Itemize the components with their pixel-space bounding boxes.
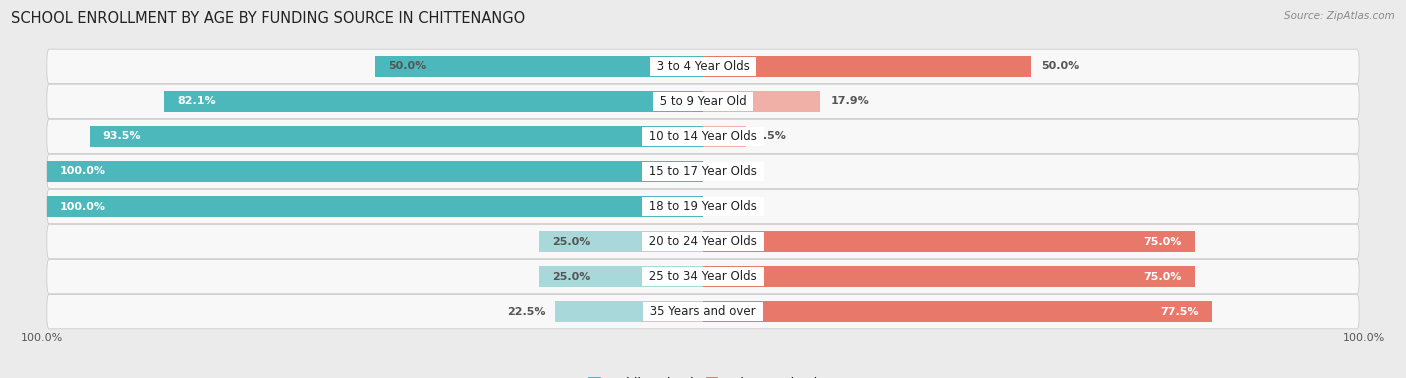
Bar bbox=[703, 56, 1031, 77]
Text: 25.0%: 25.0% bbox=[553, 271, 591, 282]
Text: 77.5%: 77.5% bbox=[1160, 307, 1198, 317]
Text: 75.0%: 75.0% bbox=[1143, 271, 1182, 282]
Text: 17.9%: 17.9% bbox=[831, 96, 869, 107]
Bar bbox=[703, 91, 821, 112]
Text: 100.0%: 100.0% bbox=[60, 201, 105, 212]
FancyBboxPatch shape bbox=[46, 294, 1360, 329]
FancyBboxPatch shape bbox=[46, 84, 1360, 119]
Text: 6.5%: 6.5% bbox=[755, 132, 786, 141]
Text: 100.0%: 100.0% bbox=[60, 166, 105, 177]
Legend: Public School, Private School: Public School, Private School bbox=[588, 376, 818, 378]
Text: 82.1%: 82.1% bbox=[177, 96, 217, 107]
FancyBboxPatch shape bbox=[46, 49, 1360, 84]
Text: 22.5%: 22.5% bbox=[508, 307, 546, 317]
Text: 0.0%: 0.0% bbox=[716, 201, 747, 212]
Bar bbox=[703, 126, 745, 147]
Text: 5 to 9 Year Old: 5 to 9 Year Old bbox=[655, 95, 751, 108]
Text: 15 to 17 Year Olds: 15 to 17 Year Olds bbox=[645, 165, 761, 178]
Bar bbox=[703, 301, 1212, 322]
FancyBboxPatch shape bbox=[46, 225, 1360, 259]
Text: 75.0%: 75.0% bbox=[1143, 237, 1182, 246]
FancyBboxPatch shape bbox=[46, 154, 1360, 189]
Bar bbox=[165, 91, 703, 112]
Text: Source: ZipAtlas.com: Source: ZipAtlas.com bbox=[1284, 11, 1395, 21]
FancyBboxPatch shape bbox=[46, 259, 1360, 294]
Text: 100.0%: 100.0% bbox=[21, 333, 63, 343]
Text: 25.0%: 25.0% bbox=[553, 237, 591, 246]
Bar bbox=[703, 266, 1195, 287]
Text: 50.0%: 50.0% bbox=[1040, 61, 1080, 71]
Text: 100.0%: 100.0% bbox=[1343, 333, 1385, 343]
Text: 25 to 34 Year Olds: 25 to 34 Year Olds bbox=[645, 270, 761, 283]
Bar bbox=[703, 231, 1195, 252]
Text: 93.5%: 93.5% bbox=[103, 132, 141, 141]
Text: SCHOOL ENROLLMENT BY AGE BY FUNDING SOURCE IN CHITTENANGO: SCHOOL ENROLLMENT BY AGE BY FUNDING SOUR… bbox=[11, 11, 526, 26]
FancyBboxPatch shape bbox=[46, 119, 1360, 153]
Bar bbox=[375, 56, 703, 77]
Text: 3 to 4 Year Olds: 3 to 4 Year Olds bbox=[652, 60, 754, 73]
Text: 18 to 19 Year Olds: 18 to 19 Year Olds bbox=[645, 200, 761, 213]
Bar bbox=[538, 231, 703, 252]
Bar bbox=[538, 266, 703, 287]
Text: 10 to 14 Year Olds: 10 to 14 Year Olds bbox=[645, 130, 761, 143]
Bar bbox=[555, 301, 703, 322]
FancyBboxPatch shape bbox=[46, 189, 1360, 224]
Text: 35 Years and over: 35 Years and over bbox=[647, 305, 759, 318]
Bar bbox=[46, 196, 703, 217]
Bar bbox=[90, 126, 703, 147]
Bar bbox=[46, 161, 703, 182]
Text: 50.0%: 50.0% bbox=[388, 61, 426, 71]
Text: 0.0%: 0.0% bbox=[716, 166, 747, 177]
Text: 20 to 24 Year Olds: 20 to 24 Year Olds bbox=[645, 235, 761, 248]
